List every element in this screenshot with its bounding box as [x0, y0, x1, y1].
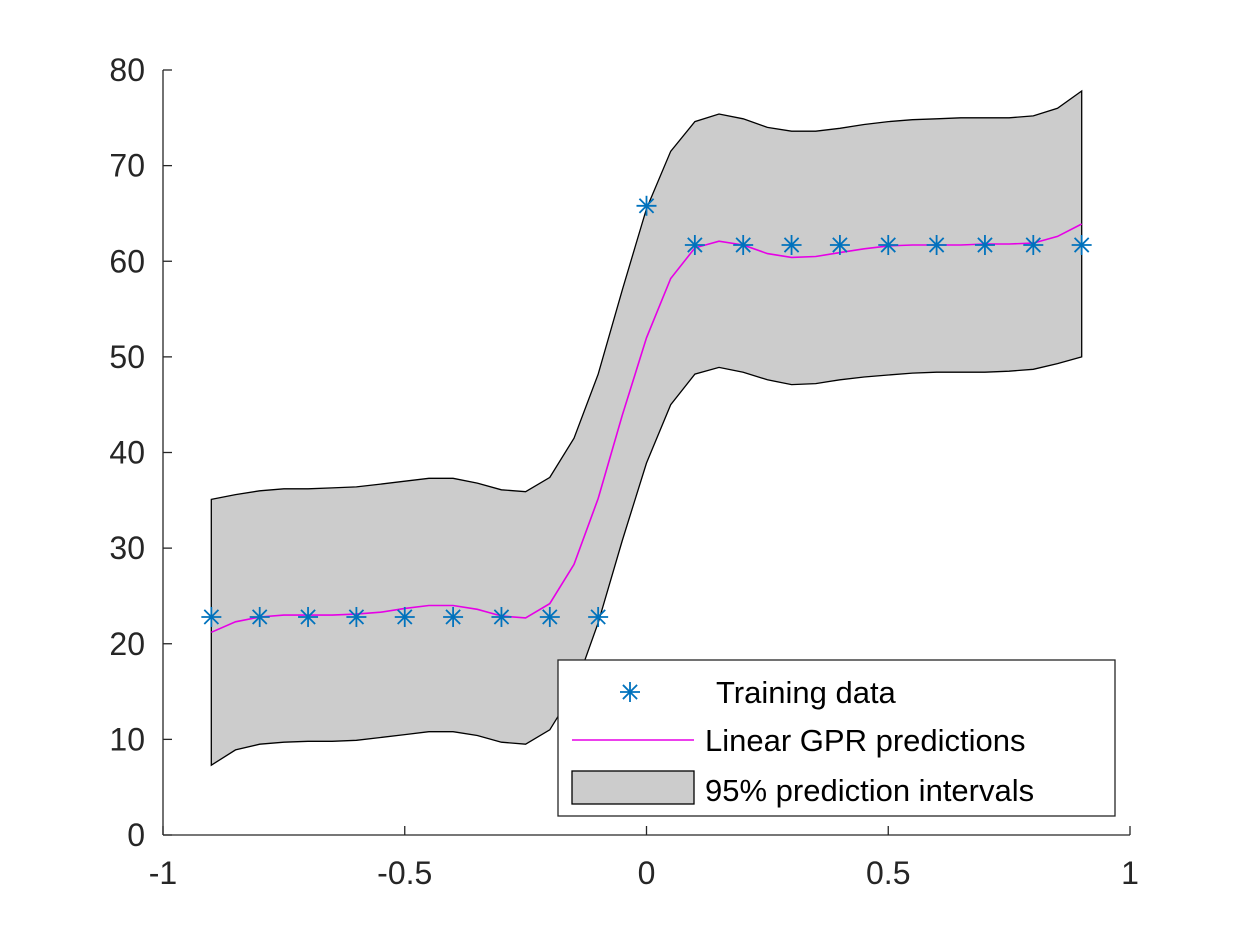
x-tick-label: 0: [638, 855, 656, 891]
y-tick-label: 80: [109, 52, 145, 88]
training-data-point: [733, 234, 754, 255]
y-tick-label: 0: [127, 817, 145, 853]
y-tick-label: 30: [109, 530, 145, 566]
legend-training-data-marker: [620, 682, 640, 702]
training-data-point: [539, 606, 560, 627]
legend: Training data Linear GPR predictions 95% p…: [557, 659, 1116, 817]
x-tick-label: 1: [1121, 855, 1139, 891]
training-data-point: [829, 234, 850, 255]
x-tick-label: -0.5: [377, 855, 432, 891]
training-data-point: [346, 606, 367, 627]
y-tick-label: 70: [109, 148, 145, 184]
y-tick-label: 10: [109, 721, 145, 757]
training-data-point: [684, 234, 705, 255]
legend-label-prediction-intervals: 95% prediction intervals: [705, 773, 1034, 808]
training-data-point: [1023, 234, 1044, 255]
training-data-point: [926, 234, 947, 255]
training-data-point: [636, 195, 657, 216]
training-data-point: [298, 606, 319, 627]
training-data-point: [249, 606, 270, 627]
plot-area: [201, 89, 1092, 767]
training-data-point: [974, 234, 995, 255]
y-tick-label: 50: [109, 339, 145, 375]
x-tick-label: -1: [149, 855, 177, 891]
training-data-point: [394, 606, 415, 627]
training-data-point: [443, 606, 464, 627]
y-tick-label: 60: [109, 243, 145, 279]
prediction-interval-band: [210, 89, 1083, 767]
training-data-point: [491, 606, 512, 627]
training-data-point: [588, 606, 609, 627]
legend-label-gpr-predictions: Linear GPR predictions: [705, 723, 1026, 758]
x-tick-label: 0.5: [866, 855, 910, 891]
training-data-point: [1071, 234, 1092, 255]
legend-label-training-data: Training data: [716, 675, 897, 710]
training-data-point: [201, 606, 222, 627]
y-tick-label: 20: [109, 626, 145, 662]
legend-band-swatch: [571, 770, 695, 805]
training-data-point: [878, 234, 899, 255]
y-tick-label: 40: [109, 435, 145, 471]
training-data-point: [781, 234, 802, 255]
